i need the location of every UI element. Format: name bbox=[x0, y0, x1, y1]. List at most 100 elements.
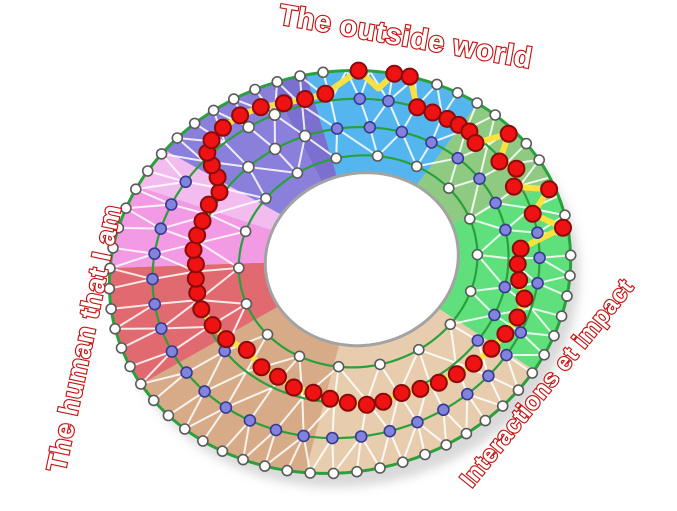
profile-node[interactable] bbox=[231, 106, 250, 125]
profile-node[interactable] bbox=[466, 134, 485, 152]
wheel-node[interactable] bbox=[180, 366, 193, 379]
wheel-node[interactable] bbox=[188, 117, 201, 130]
wheel-node[interactable] bbox=[412, 343, 425, 356]
profile-node[interactable] bbox=[213, 118, 232, 137]
wheel-node[interactable] bbox=[120, 202, 132, 214]
wheel-node[interactable] bbox=[268, 108, 282, 121]
wheel-node[interactable] bbox=[363, 121, 377, 134]
wheel-node[interactable] bbox=[165, 198, 178, 211]
wheel-node[interactable] bbox=[240, 297, 253, 310]
wheel-node[interactable] bbox=[141, 165, 154, 177]
wheel-node[interactable] bbox=[317, 66, 329, 79]
wheel-node[interactable] bbox=[498, 280, 512, 294]
wheel-node[interactable] bbox=[538, 348, 551, 361]
wheel-node[interactable] bbox=[104, 262, 116, 275]
wheel-node[interactable] bbox=[135, 378, 147, 390]
wheel-node[interactable] bbox=[489, 109, 502, 121]
wheel-node[interactable] bbox=[237, 453, 249, 466]
profile-node[interactable] bbox=[507, 159, 526, 178]
wheel-node[interactable] bbox=[207, 104, 220, 117]
profile-node[interactable] bbox=[385, 64, 404, 83]
wheel-node[interactable] bbox=[242, 120, 255, 134]
profile-node[interactable] bbox=[482, 339, 501, 358]
wheel-node[interactable] bbox=[526, 367, 539, 379]
wheel-node[interactable] bbox=[228, 93, 240, 105]
wheel-node[interactable] bbox=[464, 285, 477, 298]
wheel-node[interactable] bbox=[520, 137, 533, 150]
profile-node[interactable] bbox=[423, 103, 442, 122]
profile-node[interactable] bbox=[357, 395, 376, 414]
wheel-node[interactable] bbox=[271, 76, 284, 88]
wheel-node[interactable] bbox=[410, 160, 423, 173]
wheel-node[interactable] bbox=[396, 456, 409, 469]
profile-node[interactable] bbox=[499, 124, 518, 143]
wheel-node[interactable] bbox=[332, 360, 345, 373]
wheel-node[interactable] bbox=[242, 160, 255, 174]
wheel-node[interactable] bbox=[258, 460, 271, 472]
profile-node[interactable] bbox=[202, 131, 221, 150]
wheel-node[interactable] bbox=[425, 136, 438, 149]
wheel-node[interactable] bbox=[197, 435, 209, 447]
wheel-node[interactable] bbox=[103, 282, 116, 295]
wheel-node[interactable] bbox=[162, 409, 175, 422]
profile-node[interactable] bbox=[554, 218, 572, 237]
profile-node[interactable] bbox=[316, 84, 335, 103]
profile-node[interactable] bbox=[338, 393, 357, 412]
wheel-node[interactable] bbox=[154, 222, 168, 235]
profile-node[interactable] bbox=[374, 392, 393, 411]
wheel-node[interactable] bbox=[304, 467, 317, 479]
wheel-node[interactable] bbox=[107, 242, 119, 254]
profile-node[interactable] bbox=[523, 204, 542, 223]
profile-node[interactable] bbox=[251, 98, 270, 117]
wheel-node[interactable] bbox=[124, 360, 136, 373]
wheel-node[interactable] bbox=[564, 269, 576, 282]
wheel-node[interactable] bbox=[489, 196, 502, 210]
wheel-node[interactable] bbox=[233, 262, 245, 274]
wheel-node[interactable] bbox=[383, 424, 397, 438]
wheel-node[interactable] bbox=[444, 318, 457, 331]
profile-node[interactable] bbox=[203, 316, 222, 335]
profile-node[interactable] bbox=[296, 90, 314, 108]
wheel-node[interactable] bbox=[171, 132, 184, 144]
profile-node[interactable] bbox=[321, 389, 340, 408]
wheel-node[interactable] bbox=[115, 342, 128, 354]
profile-node[interactable] bbox=[210, 183, 229, 202]
profile-node[interactable] bbox=[184, 240, 203, 259]
wheel-node[interactable] bbox=[499, 223, 512, 237]
wheel-node[interactable] bbox=[130, 183, 142, 195]
wheel-node[interactable] bbox=[354, 430, 368, 443]
wheel-node[interactable] bbox=[109, 322, 121, 335]
profile-node[interactable] bbox=[464, 354, 483, 373]
profile-node[interactable] bbox=[252, 358, 271, 377]
profile-node[interactable] bbox=[508, 308, 527, 327]
wheel-node[interactable] bbox=[382, 94, 395, 108]
profile-node[interactable] bbox=[269, 367, 287, 386]
profile-node[interactable] bbox=[515, 289, 534, 308]
wheel-node[interactable] bbox=[198, 385, 211, 398]
wheel-node[interactable] bbox=[531, 226, 544, 239]
profile-node[interactable] bbox=[199, 195, 218, 214]
wheel-node[interactable] bbox=[437, 403, 450, 417]
wheel-node[interactable] bbox=[105, 303, 117, 315]
profile-node[interactable] bbox=[504, 177, 523, 196]
wheel-node[interactable] bbox=[374, 358, 386, 371]
wheel-node[interactable] bbox=[298, 129, 312, 143]
profile-node[interactable] bbox=[304, 383, 323, 402]
profile-node[interactable] bbox=[400, 67, 419, 86]
wheel-node[interactable] bbox=[374, 462, 386, 474]
profile-node[interactable] bbox=[496, 324, 515, 343]
wheel-node[interactable] bbox=[216, 445, 229, 458]
wheel-node[interactable] bbox=[261, 328, 274, 341]
wheel-node[interactable] bbox=[243, 414, 257, 427]
wheel-node[interactable] bbox=[148, 247, 161, 260]
profile-node[interactable] bbox=[490, 152, 509, 171]
profile-node[interactable] bbox=[349, 61, 368, 80]
wheel-node[interactable] bbox=[281, 464, 294, 477]
wheel-node[interactable] bbox=[514, 326, 528, 339]
wheel-node[interactable] bbox=[442, 182, 455, 194]
wheel-node[interactable] bbox=[330, 122, 344, 135]
wheel-node[interactable] bbox=[297, 429, 310, 443]
wheel-node[interactable] bbox=[293, 350, 306, 363]
wheel-node[interactable] bbox=[473, 172, 486, 185]
wheel-node[interactable] bbox=[533, 251, 546, 265]
